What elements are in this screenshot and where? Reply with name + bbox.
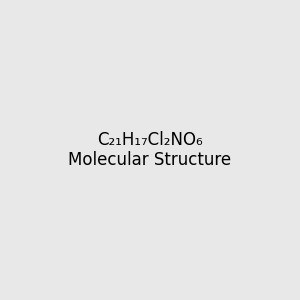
Text: C₂₁H₁₇Cl₂NO₆
Molecular Structure: C₂₁H₁₇Cl₂NO₆ Molecular Structure [68, 130, 232, 170]
